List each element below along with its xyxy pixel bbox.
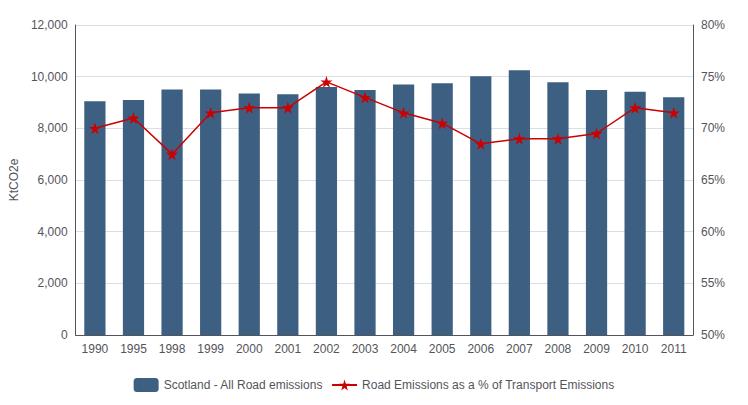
svg-text:2004: 2004 [390, 342, 417, 356]
svg-text:2005: 2005 [429, 342, 456, 356]
svg-text:80%: 80% [701, 18, 725, 32]
svg-text:2000: 2000 [236, 342, 263, 356]
svg-text:60%: 60% [701, 225, 725, 239]
svg-text:2006: 2006 [467, 342, 494, 356]
svg-text:55%: 55% [701, 276, 725, 290]
svg-text:2011: 2011 [661, 342, 687, 356]
svg-text:8,000: 8,000 [38, 121, 68, 135]
svg-text:1998: 1998 [159, 342, 186, 356]
svg-text:50%: 50% [701, 328, 725, 342]
svg-text:2009: 2009 [583, 342, 610, 356]
svg-text:2002: 2002 [313, 342, 340, 356]
svg-text:Scotland - All Road emissions: Scotland - All Road emissions [164, 378, 323, 392]
svg-text:Road Emissions as a % of Trans: Road Emissions as a % of Transport Emiss… [362, 378, 614, 392]
svg-text:2,000: 2,000 [38, 276, 68, 290]
svg-text:0: 0 [61, 328, 68, 342]
svg-text:2001: 2001 [274, 342, 301, 356]
svg-text:2008: 2008 [545, 342, 572, 356]
svg-text:1990: 1990 [82, 342, 109, 356]
svg-text:2010: 2010 [622, 342, 649, 356]
svg-text:2003: 2003 [352, 342, 379, 356]
svg-text:KtCO2e: KtCO2e [7, 158, 21, 201]
svg-text:2007: 2007 [506, 342, 533, 356]
svg-text:65%: 65% [701, 173, 725, 187]
svg-text:70%: 70% [701, 121, 725, 135]
svg-text:10,000: 10,000 [31, 70, 68, 84]
svg-text:4,000: 4,000 [38, 225, 68, 239]
svg-text:1995: 1995 [120, 342, 147, 356]
svg-text:75%: 75% [701, 70, 725, 84]
svg-text:1999: 1999 [197, 342, 224, 356]
svg-text:6,000: 6,000 [38, 173, 68, 187]
svg-text:12,000: 12,000 [31, 18, 68, 32]
